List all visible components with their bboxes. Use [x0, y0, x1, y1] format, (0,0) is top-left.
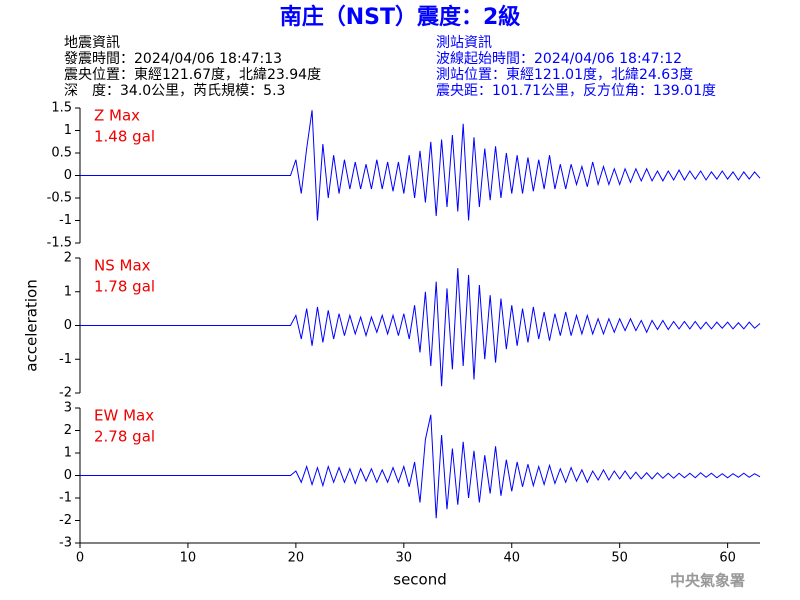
annotation: 1.78 gal: [94, 278, 155, 296]
y-tick-label: -1: [59, 352, 72, 367]
x-tick-label: 20: [288, 551, 305, 566]
info-line: 發震時間：2024/04/06 18:47:13: [64, 51, 282, 67]
trace: [80, 110, 761, 221]
y-tick-label: 1: [64, 446, 72, 461]
y-tick-label: 0.5: [51, 146, 72, 161]
y-tick-label: 0: [64, 168, 72, 183]
x-tick-label: 10: [180, 551, 197, 566]
annotation: 1.48 gal: [94, 128, 155, 146]
info-line: 波線起始時間：2024/04/06 18:47:12: [436, 51, 682, 67]
y-tick-label: 0: [64, 318, 72, 333]
info-line: 深 度：34.0公里，芮氏規模：5.3: [64, 82, 285, 99]
annotation: EW Max: [94, 407, 154, 425]
trace: [80, 268, 761, 387]
y-tick-label: -2: [59, 386, 72, 401]
y-tick-label: -2: [59, 513, 72, 528]
y-tick-label: 1: [64, 123, 72, 138]
chart-title: 南庄（NST）震度：2級: [280, 4, 521, 30]
info-line: 震央位置：東經121.67度，北緯23.94度: [64, 67, 321, 83]
info-line: 地震資訊: [64, 35, 120, 51]
annotation: Z Max: [94, 107, 140, 125]
x-tick-label: 40: [503, 551, 520, 566]
y-tick-label: -1: [59, 491, 72, 506]
y-tick-label: 1.5: [51, 101, 72, 116]
y-tick-label: 1: [64, 284, 72, 299]
x-tick-label: 50: [611, 551, 628, 566]
x-tick-label: 0: [76, 551, 84, 566]
y-tick-label: -1: [59, 213, 72, 228]
x-tick-label: 60: [719, 551, 736, 566]
x-tick-label: 30: [396, 551, 413, 566]
x-axis-label: second: [393, 571, 447, 589]
y-tick-label: 0: [64, 468, 72, 483]
info-line: 震央距：101.71公里，反方位角：139.01度: [436, 83, 716, 99]
y-axis-label: acceleration: [23, 279, 41, 371]
y-tick-label: -3: [59, 536, 72, 551]
watermark: 中央氣象署: [670, 572, 745, 590]
y-tick-label: -1.5: [47, 236, 72, 251]
annotation: 2.78 gal: [94, 428, 155, 446]
y-tick-label: -0.5: [47, 191, 72, 206]
y-tick-label: 2: [64, 251, 72, 266]
info-line: 測站位置：東經121.01度，北緯24.63度: [436, 67, 693, 83]
y-tick-label: 3: [64, 401, 72, 416]
trace: [80, 414, 761, 519]
y-tick-label: 2: [64, 423, 72, 438]
info-line: 測站資訊: [436, 35, 492, 51]
annotation: NS Max: [94, 257, 151, 275]
